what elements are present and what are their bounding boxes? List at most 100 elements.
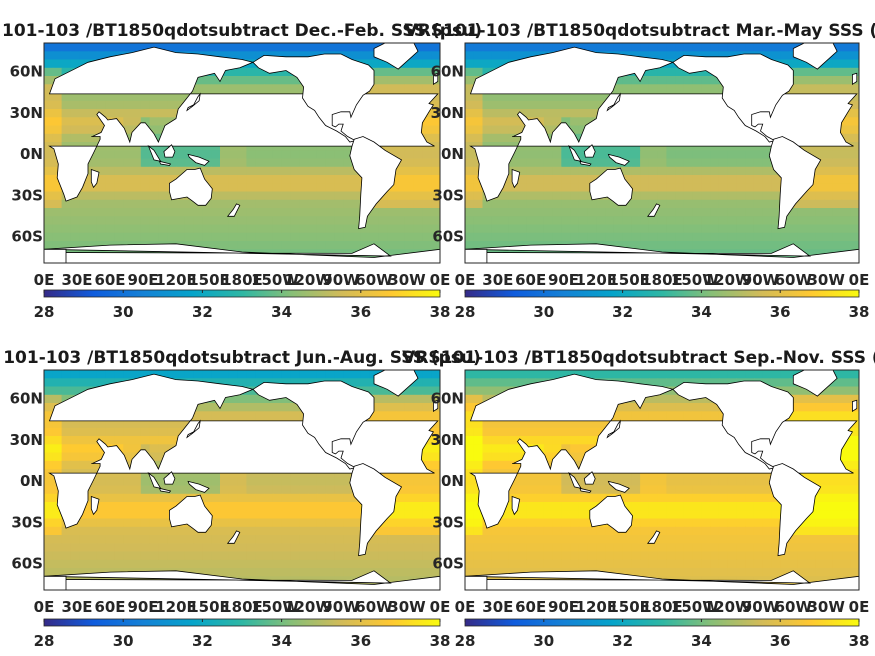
sss-cell [596, 477, 606, 487]
sss-cell [543, 551, 554, 561]
sss-cell [44, 84, 54, 94]
sss-cell [753, 232, 764, 242]
sss-cell [666, 551, 676, 561]
sss-cell [692, 518, 702, 528]
sss-cell [465, 485, 475, 495]
sss-cell [832, 43, 843, 52]
sss-cell [806, 67, 816, 77]
sss-cell [657, 526, 667, 536]
sss-cell [640, 378, 650, 388]
sss-cell [272, 216, 283, 226]
sss-cell [70, 92, 80, 102]
sss-cell [140, 551, 151, 561]
sss-cell [44, 518, 54, 528]
sss-cell [413, 543, 423, 553]
sss-cell [701, 158, 711, 168]
sss-cell [308, 370, 318, 379]
sss-cell [753, 510, 764, 520]
sss-cell [88, 543, 98, 553]
sss-cell [491, 378, 501, 388]
sss-cell [308, 241, 318, 250]
colorbar-tick-label: 36 [350, 632, 371, 650]
sss-cell [701, 493, 711, 503]
sss-cell [61, 394, 71, 404]
sss-cell [745, 551, 755, 561]
sss-cell [535, 232, 545, 242]
sss-cell [500, 510, 510, 520]
sss-cell [299, 493, 309, 503]
sss-cell [228, 394, 239, 404]
sss-cell [404, 386, 415, 396]
sss-cell [193, 224, 203, 234]
sss-cell [850, 502, 859, 511]
sss-cell [334, 241, 344, 250]
sss-cell [422, 43, 432, 52]
sss-cell [596, 216, 606, 226]
sss-cell [255, 150, 265, 160]
sss-cell [44, 175, 54, 184]
sss-cell [96, 510, 107, 520]
sss-cell [325, 208, 335, 217]
sss-cell [587, 551, 597, 561]
sss-cell [290, 191, 300, 201]
sss-cell [640, 502, 650, 511]
sss-cell [561, 92, 571, 102]
sss-cell [850, 216, 859, 226]
sss-cell [378, 543, 388, 553]
sss-cell [841, 510, 851, 520]
sss-cell [264, 559, 274, 569]
sss-cell [140, 419, 151, 429]
sss-cell [211, 559, 221, 569]
sss-cell [648, 378, 659, 388]
sss-cell [70, 59, 80, 69]
sss-cell [465, 51, 475, 61]
sss-cell [535, 216, 545, 226]
sss-cell [701, 370, 711, 379]
sss-cell [666, 199, 676, 209]
sss-cell [237, 43, 247, 52]
sss-cell [526, 535, 536, 544]
sss-cell [396, 477, 406, 487]
sss-cell [815, 208, 825, 217]
sss-cell [61, 125, 71, 135]
sss-cell [666, 370, 676, 379]
sss-cell [508, 92, 519, 102]
sss-cell [343, 191, 353, 201]
sss-cell [482, 436, 492, 445]
sss-cell [561, 535, 571, 544]
sss-cell [666, 526, 676, 536]
sss-cell [806, 559, 816, 569]
sss-cell [404, 477, 415, 487]
sss-cell [745, 370, 755, 379]
sss-cell [272, 84, 283, 94]
sss-cell [648, 559, 659, 569]
sss-cell [526, 175, 536, 184]
sss-cell [683, 568, 694, 577]
sss-cell [570, 535, 580, 544]
sss-cell [824, 166, 834, 176]
sss-cell [692, 493, 702, 503]
sss-cell [701, 216, 711, 226]
sss-cell [552, 150, 562, 160]
sss-cell [158, 526, 168, 536]
sss-cell [246, 493, 256, 503]
sss-cell [718, 51, 729, 61]
sss-cell [264, 477, 274, 487]
sss-cell [482, 535, 492, 544]
sss-cell [281, 175, 291, 184]
landmass-wrap [0, 137, 6, 229]
sss-cell [727, 166, 738, 176]
y-tick-label: 60S [11, 228, 43, 246]
sss-cell [396, 403, 406, 412]
sss-cell [657, 568, 667, 577]
sss-cell [387, 249, 397, 259]
sss-cell [473, 378, 484, 388]
sss-cell [211, 84, 221, 94]
sss-cell [780, 241, 790, 250]
sss-cell [255, 43, 265, 52]
sss-cell [61, 535, 71, 544]
sss-cell [378, 216, 388, 226]
sss-cell [762, 175, 773, 184]
sss-cell [316, 493, 327, 503]
